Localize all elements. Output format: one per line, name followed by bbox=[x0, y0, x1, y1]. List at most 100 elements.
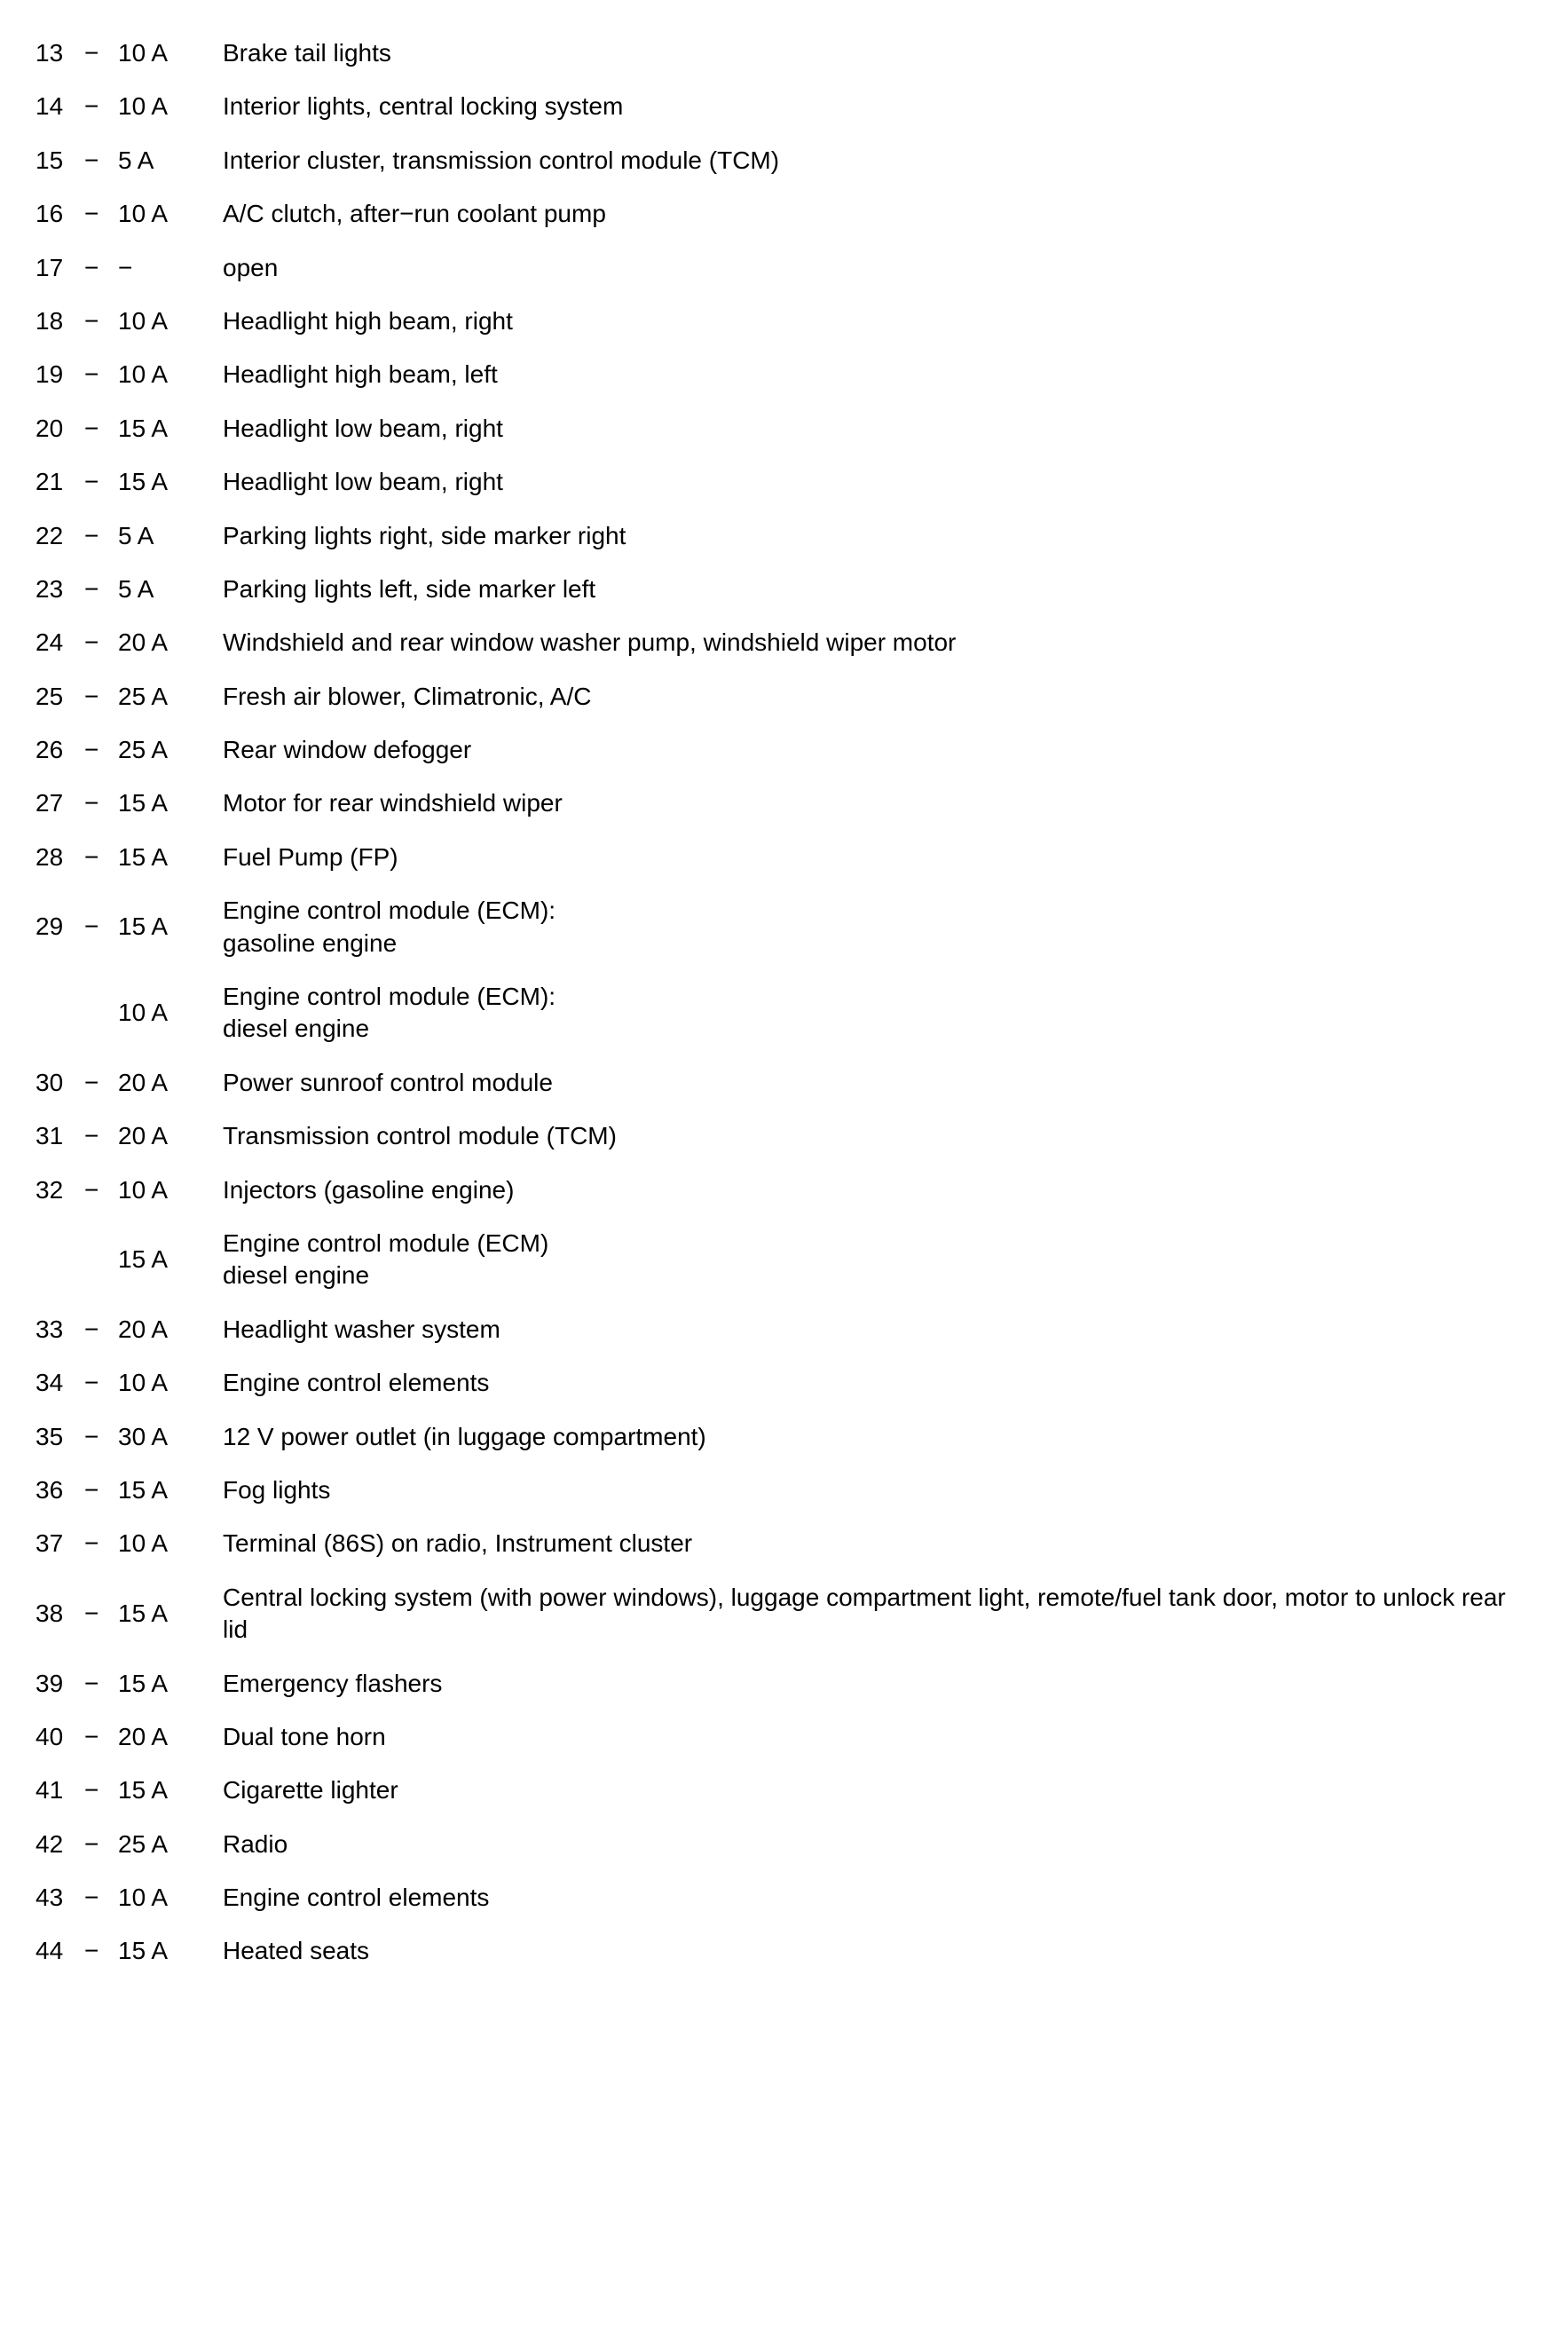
fuse-separator: − bbox=[84, 402, 118, 455]
fuse-description: Headlight high beam, left bbox=[216, 348, 1533, 401]
fuse-separator: − bbox=[84, 1764, 118, 1817]
fuse-separator: − bbox=[84, 455, 118, 509]
fuse-description: Transmission control module (TCM) bbox=[216, 1110, 1533, 1163]
fuse-description: Cigarette lighter bbox=[216, 1764, 1533, 1817]
fuse-description: Fresh air blower, Climatronic, A/C bbox=[216, 670, 1533, 723]
fuse-amperage: 10 A bbox=[118, 348, 216, 401]
fuse-row: 37−10 ATerminal (86S) on radio, Instrume… bbox=[35, 1517, 1533, 1570]
fuse-row: 44−15 AHeated seats bbox=[35, 1924, 1533, 1978]
fuse-amperage: 5 A bbox=[118, 509, 216, 563]
fuse-separator: − bbox=[84, 1056, 118, 1110]
fuse-number: 16 bbox=[35, 187, 84, 241]
fuse-row: 13−10 ABrake tail lights bbox=[35, 27, 1533, 80]
fuse-number: 22 bbox=[35, 509, 84, 563]
fuse-row: 15−5 AInterior cluster, transmission con… bbox=[35, 134, 1533, 187]
fuse-amperage: 5 A bbox=[118, 563, 216, 616]
fuse-row: 10 AEngine control module (ECM): diesel … bbox=[35, 970, 1533, 1056]
fuse-row: 19−10 AHeadlight high beam, left bbox=[35, 348, 1533, 401]
fuse-description: Fuel Pump (FP) bbox=[216, 831, 1533, 884]
fuse-number: 37 bbox=[35, 1517, 84, 1570]
fuse-row: 32−10 AInjectors (gasoline engine) bbox=[35, 1164, 1533, 1217]
fuse-amperage: 10 A bbox=[118, 970, 216, 1056]
fuse-description: Headlight high beam, right bbox=[216, 295, 1533, 348]
fuse-separator: − bbox=[84, 1356, 118, 1410]
fuse-row: 14−10 AInterior lights, central locking … bbox=[35, 80, 1533, 133]
fuse-row: 31−20 ATransmission control module (TCM) bbox=[35, 1110, 1533, 1163]
fuse-separator: − bbox=[84, 80, 118, 133]
fuse-number: 41 bbox=[35, 1764, 84, 1817]
fuse-amperage: 15 A bbox=[118, 884, 216, 970]
fuse-description: Engine control elements bbox=[216, 1871, 1533, 1924]
fuse-number: 24 bbox=[35, 616, 84, 669]
fuse-row: 30−20 APower sunroof control module bbox=[35, 1056, 1533, 1110]
fuse-amperage: 15 A bbox=[118, 455, 216, 509]
fuse-amperage: 15 A bbox=[118, 402, 216, 455]
fuse-number: 39 bbox=[35, 1657, 84, 1710]
fuse-row: 22−5 AParking lights right, side marker … bbox=[35, 509, 1533, 563]
fuse-amperage: 15 A bbox=[118, 831, 216, 884]
fuse-table: 13−10 ABrake tail lights14−10 AInterior … bbox=[35, 27, 1533, 1979]
fuse-amperage: 20 A bbox=[118, 1056, 216, 1110]
fuse-description: Radio bbox=[216, 1818, 1533, 1871]
fuse-separator: − bbox=[84, 348, 118, 401]
fuse-amperage: − bbox=[118, 241, 216, 295]
fuse-number: 44 bbox=[35, 1924, 84, 1978]
fuse-row: 40−20 ADual tone horn bbox=[35, 1710, 1533, 1764]
fuse-separator: − bbox=[84, 1303, 118, 1356]
fuse-row: 24−20 AWindshield and rear window washer… bbox=[35, 616, 1533, 669]
fuse-separator: − bbox=[84, 241, 118, 295]
fuse-number: 23 bbox=[35, 563, 84, 616]
fuse-row: 17−−open bbox=[35, 241, 1533, 295]
fuse-description: Parking lights left, side marker left bbox=[216, 563, 1533, 616]
fuse-description: Fog lights bbox=[216, 1464, 1533, 1517]
fuse-description: Brake tail lights bbox=[216, 27, 1533, 80]
fuse-description: Parking lights right, side marker right bbox=[216, 509, 1533, 563]
fuse-separator: − bbox=[84, 1657, 118, 1710]
fuse-separator: − bbox=[84, 1164, 118, 1217]
fuse-separator: − bbox=[84, 1110, 118, 1163]
fuse-number: 26 bbox=[35, 723, 84, 777]
fuse-amperage: 5 A bbox=[118, 134, 216, 187]
fuse-description: Headlight washer system bbox=[216, 1303, 1533, 1356]
fuse-number: 42 bbox=[35, 1818, 84, 1871]
fuse-row: 42−25 ARadio bbox=[35, 1818, 1533, 1871]
fuse-separator: − bbox=[84, 1464, 118, 1517]
fuse-number: 30 bbox=[35, 1056, 84, 1110]
fuse-number: 13 bbox=[35, 27, 84, 80]
fuse-description: Emergency flashers bbox=[216, 1657, 1533, 1710]
fuse-number: 18 bbox=[35, 295, 84, 348]
fuse-separator: − bbox=[84, 1871, 118, 1924]
fuse-number: 15 bbox=[35, 134, 84, 187]
fuse-row: 29−15 AEngine control module (ECM): gaso… bbox=[35, 884, 1533, 970]
fuse-number: 29 bbox=[35, 884, 84, 970]
fuse-description: A/C clutch, after−run coolant pump bbox=[216, 187, 1533, 241]
fuse-separator: − bbox=[84, 831, 118, 884]
fuse-separator: − bbox=[84, 884, 118, 970]
fuse-separator: − bbox=[84, 563, 118, 616]
fuse-amperage: 10 A bbox=[118, 1356, 216, 1410]
fuse-row: 39−15 AEmergency flashers bbox=[35, 1657, 1533, 1710]
fuse-row: 38−15 ACentral locking system (with powe… bbox=[35, 1571, 1533, 1657]
fuse-description: 12 V power outlet (in luggage compartmen… bbox=[216, 1410, 1533, 1464]
fuse-amperage: 15 A bbox=[118, 1464, 216, 1517]
fuse-description: Central locking system (with power windo… bbox=[216, 1571, 1533, 1657]
fuse-separator: − bbox=[84, 27, 118, 80]
fuse-amperage: 20 A bbox=[118, 1710, 216, 1764]
fuse-number bbox=[35, 1217, 84, 1303]
fuse-number: 21 bbox=[35, 455, 84, 509]
fuse-row: 26−25 ARear window defogger bbox=[35, 723, 1533, 777]
fuse-separator: − bbox=[84, 1710, 118, 1764]
fuse-separator: − bbox=[84, 295, 118, 348]
fuse-number: 31 bbox=[35, 1110, 84, 1163]
fuse-description: Motor for rear windshield wiper bbox=[216, 777, 1533, 830]
fuse-separator bbox=[84, 970, 118, 1056]
fuse-number bbox=[35, 970, 84, 1056]
fuse-number: 19 bbox=[35, 348, 84, 401]
fuse-separator: − bbox=[84, 723, 118, 777]
fuse-description: Engine control elements bbox=[216, 1356, 1533, 1410]
fuse-amperage: 10 A bbox=[118, 27, 216, 80]
fuse-number: 38 bbox=[35, 1571, 84, 1657]
fuse-row: 41−15 ACigarette lighter bbox=[35, 1764, 1533, 1817]
fuse-row: 27−15 AMotor for rear windshield wiper bbox=[35, 777, 1533, 830]
fuse-number: 40 bbox=[35, 1710, 84, 1764]
